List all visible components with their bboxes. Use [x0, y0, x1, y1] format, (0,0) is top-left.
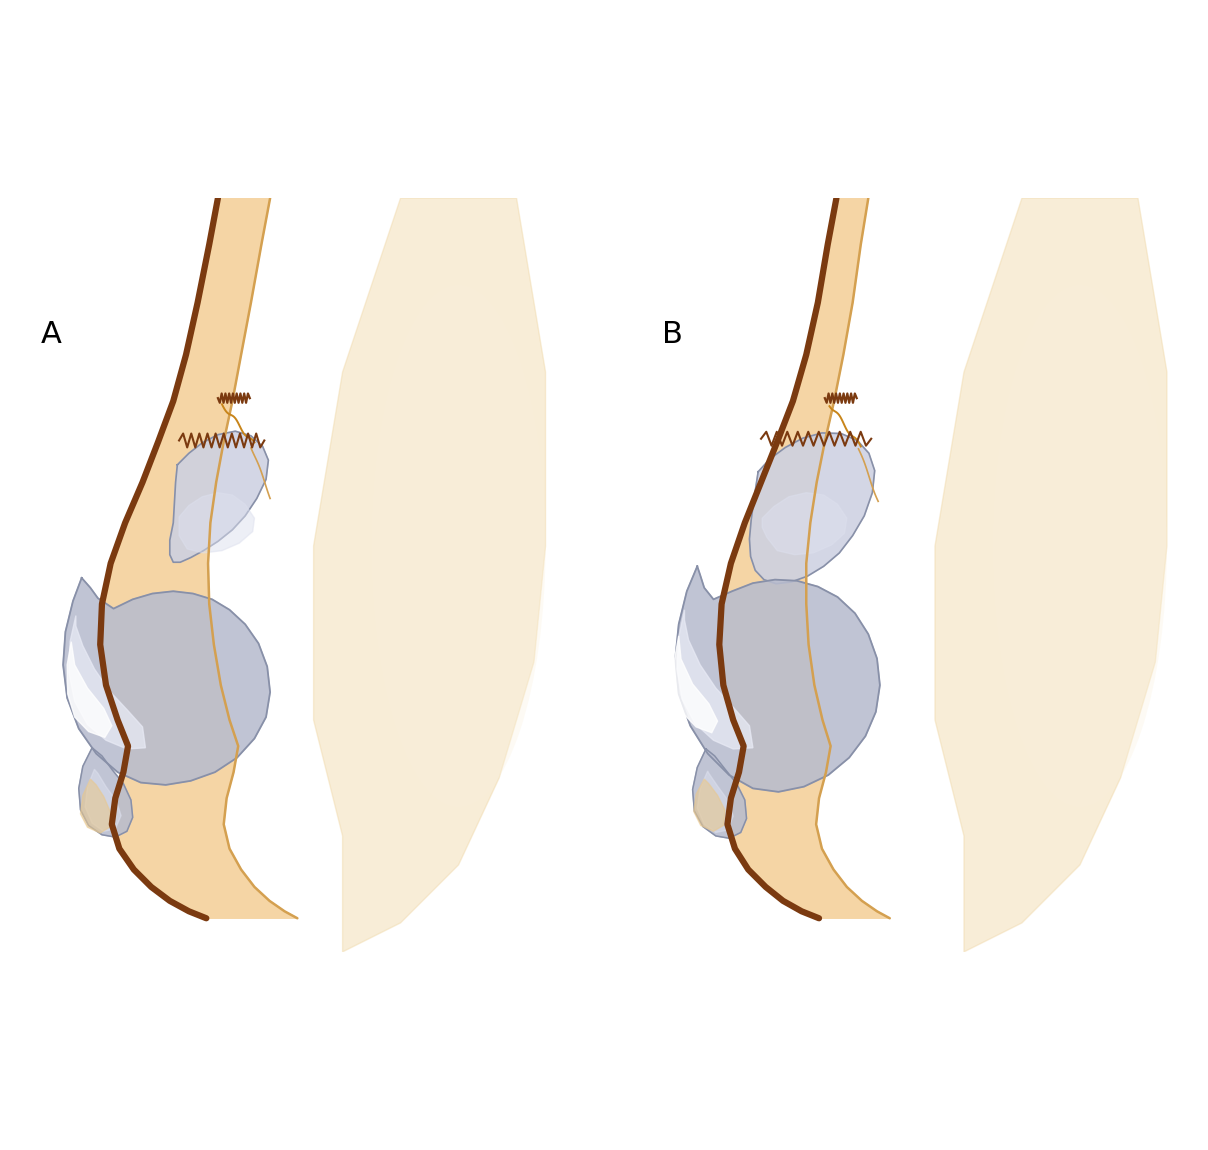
Text: A: A: [41, 320, 62, 350]
Polygon shape: [69, 615, 145, 749]
Polygon shape: [693, 779, 725, 831]
Ellipse shape: [372, 285, 546, 807]
Polygon shape: [314, 198, 546, 952]
Polygon shape: [85, 769, 121, 831]
Polygon shape: [100, 198, 297, 918]
Polygon shape: [762, 492, 847, 554]
Polygon shape: [674, 636, 718, 733]
Polygon shape: [676, 610, 753, 749]
Polygon shape: [79, 748, 133, 837]
Polygon shape: [170, 431, 268, 562]
Polygon shape: [81, 779, 111, 833]
Polygon shape: [697, 770, 733, 833]
Polygon shape: [179, 492, 255, 553]
Polygon shape: [719, 198, 890, 918]
Ellipse shape: [993, 285, 1167, 807]
Polygon shape: [675, 566, 879, 792]
Polygon shape: [749, 432, 875, 584]
Polygon shape: [692, 749, 747, 838]
Text: B: B: [662, 320, 684, 350]
Polygon shape: [63, 578, 271, 785]
Polygon shape: [935, 198, 1167, 952]
Polygon shape: [68, 642, 112, 737]
